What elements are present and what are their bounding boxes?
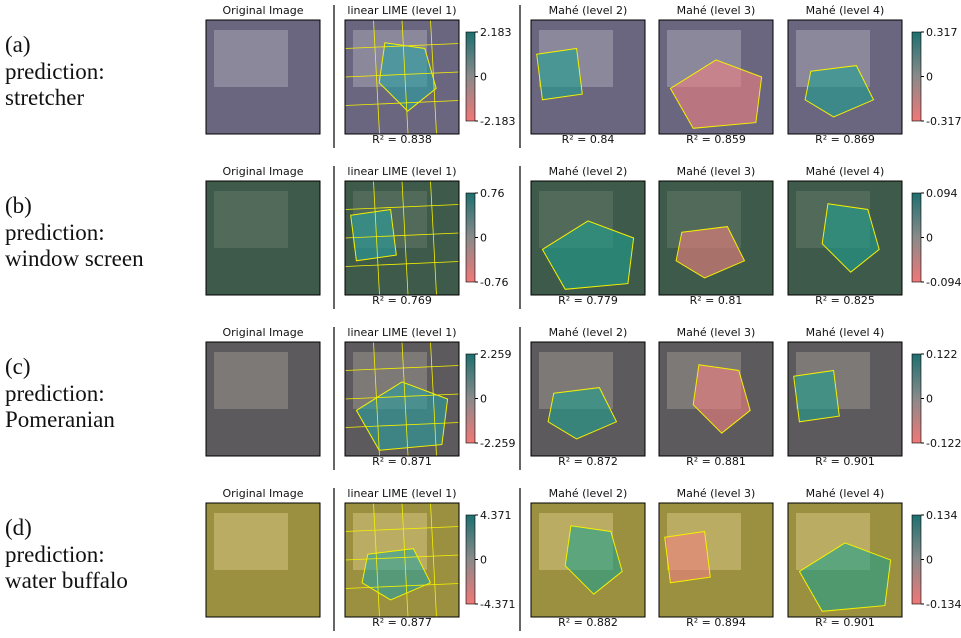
r-squared: R² = 0.881 — [686, 455, 746, 468]
colorbar-tick-label: -0.094 — [926, 276, 961, 289]
panel-title: Mahé (level 4) — [806, 165, 885, 178]
colorbar-tick-label: 0 — [926, 554, 933, 567]
colorbar-tick-label: -4.371 — [480, 598, 515, 611]
figure: (a)prediction:stretcherOriginal Imagelin… — [0, 0, 961, 638]
prediction-text: prediction: — [5, 381, 105, 406]
panel-title: linear LIME (level 1) — [347, 4, 456, 17]
panel-title: Mahé (level 2) — [549, 165, 628, 178]
colorbar-tick-label: 0 — [480, 393, 487, 406]
prediction-text: water buffalo — [5, 568, 128, 593]
explanation-region — [665, 532, 711, 583]
colorbar — [912, 193, 921, 282]
panel-title: Original Image — [223, 326, 304, 339]
image-region — [214, 513, 288, 570]
r-squared: R² = 0.825 — [815, 294, 875, 307]
panel-title: Mahé (level 3) — [677, 4, 756, 17]
row-label: (b) — [5, 193, 32, 218]
colorbar — [912, 32, 921, 121]
colorbar-tick-label: 0 — [480, 554, 487, 567]
colorbar-tick-label: 0.094 — [926, 187, 958, 200]
colorbar-tick-label: -0.134 — [926, 598, 961, 611]
r-squared: R² = 0.901 — [815, 455, 875, 468]
panel-title: Mahé (level 3) — [677, 487, 756, 500]
colorbar-tick-label: -0.317 — [926, 115, 961, 128]
prediction-text: Pomeranian — [5, 407, 115, 432]
panel-title: Mahé (level 4) — [806, 326, 885, 339]
colorbar-tick-label: 2.259 — [480, 348, 512, 361]
explanation-region — [537, 49, 583, 100]
colorbar-tick-label: 0 — [480, 71, 487, 84]
r-squared: R² = 0.779 — [558, 294, 618, 307]
colorbar-tick-label: 0.76 — [480, 187, 505, 200]
colorbar-tick-label: 2.183 — [480, 26, 512, 39]
explanation-region — [351, 210, 397, 261]
colorbar-tick-label: 0 — [926, 393, 933, 406]
panel-title: linear LIME (level 1) — [347, 487, 456, 500]
panel-title: linear LIME (level 1) — [347, 165, 456, 178]
panel-title: Original Image — [223, 487, 304, 500]
panel-title: Original Image — [223, 4, 304, 17]
panel-title: linear LIME (level 1) — [347, 326, 456, 339]
image-region — [214, 352, 288, 409]
panel-title: Mahé (level 2) — [549, 4, 628, 17]
r-squared: R² = 0.882 — [558, 616, 618, 629]
r-squared: R² = 0.871 — [372, 455, 432, 468]
colorbar-tick-label: 0 — [926, 71, 933, 84]
panel-title: Mahé (level 3) — [677, 165, 756, 178]
r-squared: R² = 0.869 — [815, 133, 875, 146]
prediction-text: prediction: — [5, 542, 105, 567]
r-squared: R² = 0.769 — [372, 294, 432, 307]
colorbar-tick-label: 0.317 — [926, 26, 958, 39]
colorbar-tick-label: -2.183 — [480, 115, 515, 128]
colorbar — [912, 515, 921, 604]
image-region — [214, 191, 288, 248]
r-squared: R² = 0.872 — [558, 455, 618, 468]
prediction-text: prediction: — [5, 59, 105, 84]
row-label: (d) — [5, 515, 32, 540]
colorbar-tick-label: -0.76 — [480, 276, 508, 289]
colorbar-tick-label: 0 — [926, 232, 933, 245]
colorbar — [466, 32, 475, 121]
row-label: (c) — [5, 354, 31, 379]
colorbar — [912, 354, 921, 443]
colorbar-tick-label: 4.371 — [480, 509, 512, 522]
r-squared: R² = 0.838 — [372, 133, 432, 146]
panel-title: Mahé (level 2) — [549, 487, 628, 500]
colorbar-tick-label: 0.122 — [926, 348, 958, 361]
row-label: (a) — [5, 32, 31, 57]
r-squared: R² = 0.877 — [372, 616, 432, 629]
colorbar-tick-label: -0.122 — [926, 437, 961, 450]
prediction-text: prediction: — [5, 220, 105, 245]
r-squared: R² = 0.859 — [686, 133, 746, 146]
colorbar-tick-label: 0.134 — [926, 509, 958, 522]
panel-title: Mahé (level 2) — [549, 326, 628, 339]
r-squared: R² = 0.84 — [562, 133, 615, 146]
colorbar — [466, 193, 475, 282]
colorbar-tick-label: 0 — [480, 232, 487, 245]
panel-title: Original Image — [223, 165, 304, 178]
prediction-text: stretcher — [5, 85, 85, 110]
panel-title: Mahé (level 4) — [806, 487, 885, 500]
panel-title: Mahé (level 4) — [806, 4, 885, 17]
panel-title: Mahé (level 3) — [677, 326, 756, 339]
colorbar-tick-label: -2.259 — [480, 437, 515, 450]
explanation-region — [794, 371, 840, 422]
r-squared: R² = 0.901 — [815, 616, 875, 629]
image-region — [214, 30, 288, 87]
r-squared: R² = 0.81 — [690, 294, 743, 307]
prediction-text: window screen — [5, 246, 144, 271]
r-squared: R² = 0.894 — [686, 616, 746, 629]
colorbar — [466, 354, 475, 443]
colorbar — [466, 515, 475, 604]
